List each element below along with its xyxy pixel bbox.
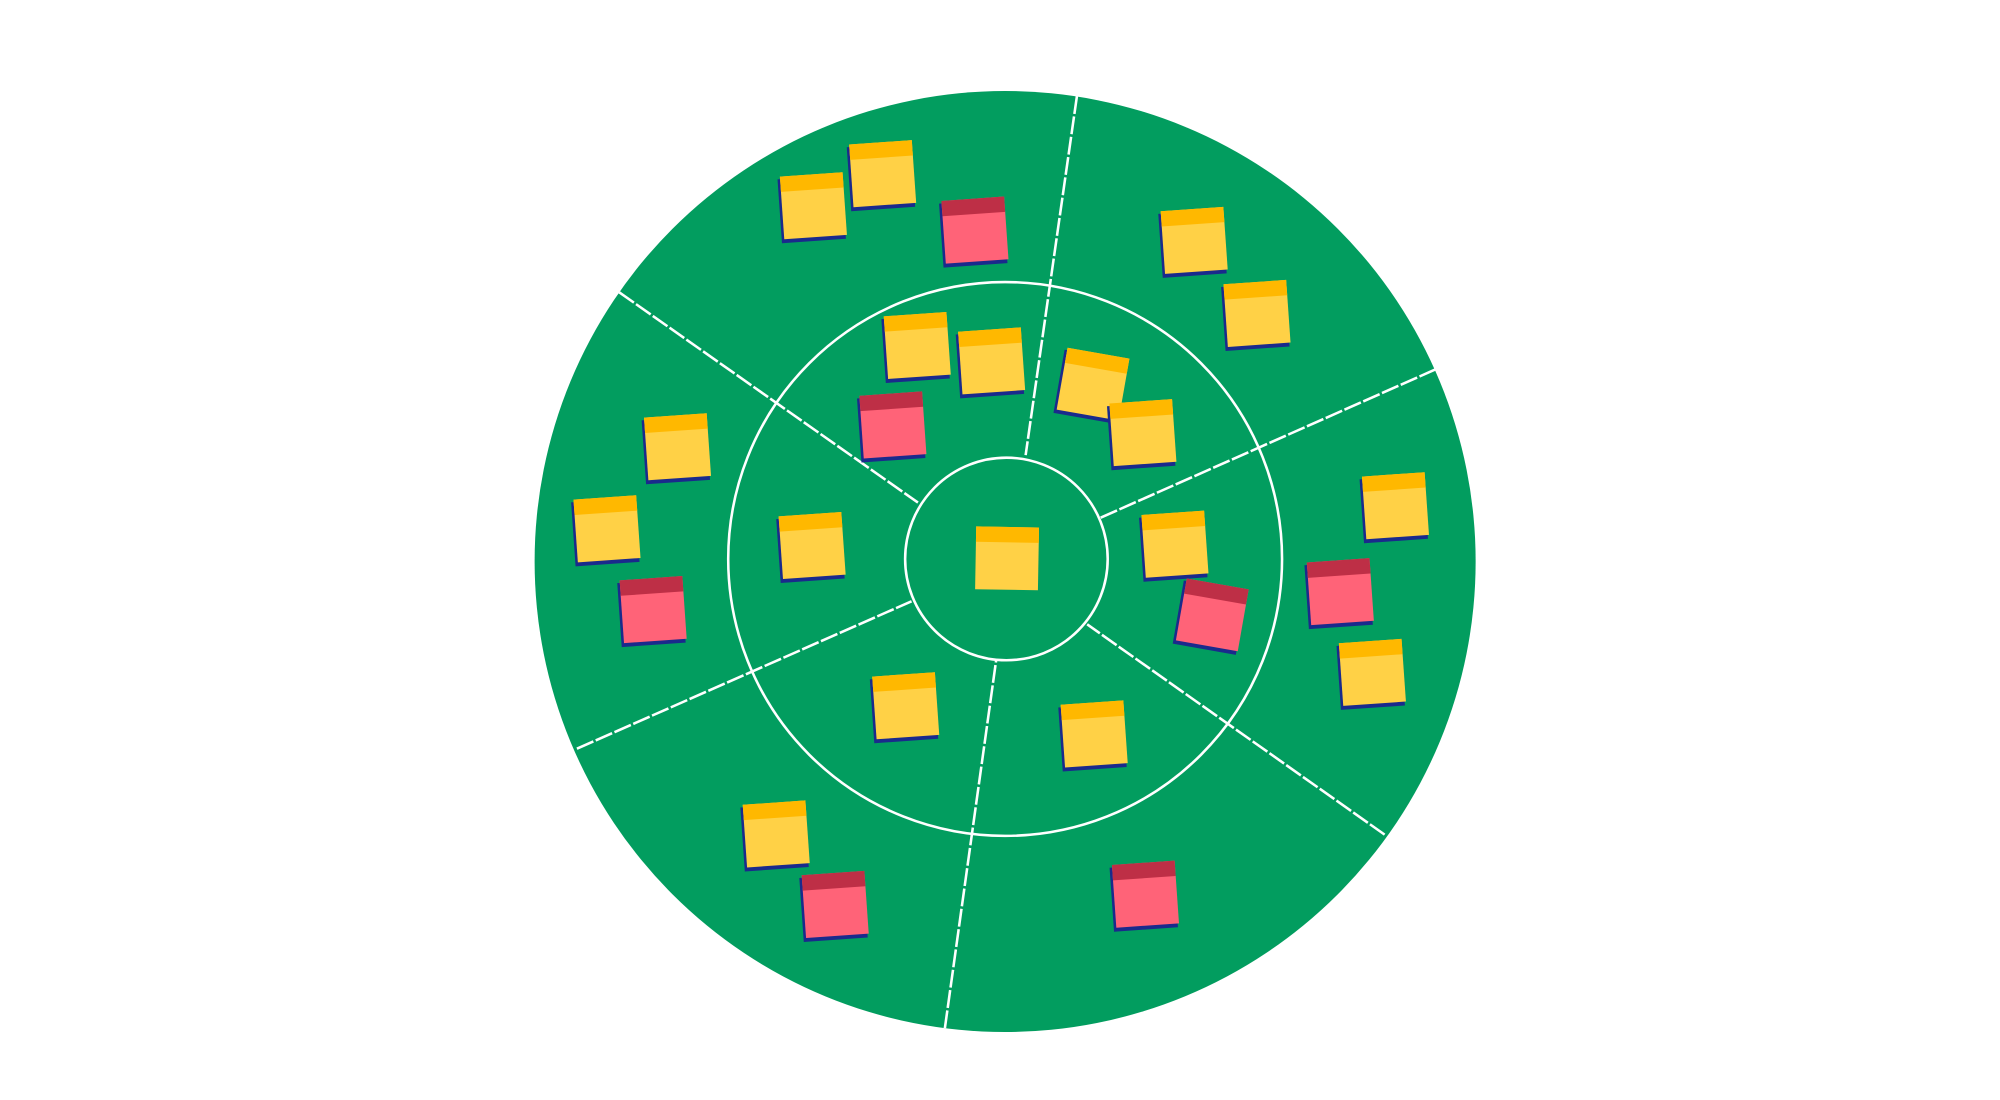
sticky-note-yellow[interactable]	[571, 495, 641, 567]
sticky-note-pink[interactable]	[939, 196, 1009, 268]
sticky-note-yellow[interactable]	[1158, 206, 1228, 278]
middle-ring	[726, 280, 1284, 838]
sticky-note-yellow[interactable]	[1221, 279, 1291, 351]
sticky-note-yellow[interactable]	[869, 672, 940, 744]
sticky-note-yellow[interactable]	[777, 172, 847, 244]
sector-divider	[1024, 95, 1079, 456]
sticky-note-yellow[interactable]	[1106, 399, 1177, 471]
sticky-note-pink[interactable]	[1304, 558, 1374, 630]
sticky-note-pink[interactable]	[856, 391, 927, 463]
sector-divider	[1086, 623, 1386, 836]
sticky-note-pink[interactable]	[1109, 860, 1179, 932]
ring-and-sector-lines	[576, 95, 1437, 1029]
sector-divider	[618, 291, 919, 504]
sector-divider	[943, 660, 998, 1029]
sticky-note-yellow[interactable]	[975, 526, 1040, 591]
sticky-note-yellow[interactable]	[1058, 700, 1128, 772]
sticky-note-pink[interactable]	[1172, 578, 1249, 655]
sticky-note-yellow[interactable]	[846, 140, 917, 212]
sticky-note-pink[interactable]	[799, 870, 869, 942]
sector-divider	[576, 600, 913, 750]
sticky-note-yellow[interactable]	[1053, 347, 1130, 425]
sticky-note-yellow[interactable]	[740, 800, 810, 872]
sticky-note-yellow[interactable]	[776, 511, 846, 584]
sticky-note-yellow[interactable]	[1359, 472, 1429, 544]
inner-ring	[903, 456, 1109, 662]
sticky-note-yellow[interactable]	[1139, 510, 1209, 582]
sticky-note-yellow[interactable]	[881, 311, 951, 384]
sticky-note-yellow[interactable]	[641, 413, 712, 485]
sticky-note-yellow[interactable]	[1336, 638, 1406, 710]
sticky-note-yellow[interactable]	[955, 327, 1026, 399]
sticky-notes-layer	[571, 140, 1429, 942]
sticky-note-pink[interactable]	[617, 576, 687, 648]
